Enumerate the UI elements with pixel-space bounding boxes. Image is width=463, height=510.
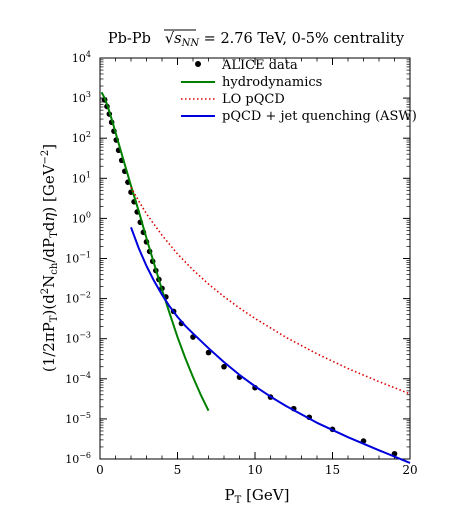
y-tick-label: 103: [72, 90, 91, 105]
y-tick-label: 10−4: [65, 371, 91, 386]
data-point: [205, 349, 212, 356]
legend-label-alice: ALICE data: [221, 58, 298, 73]
series-line-hydrodynamics: [100, 91, 210, 412]
series-layer: [100, 91, 411, 464]
y-tick-label: 10−3: [65, 331, 91, 346]
x-axis: 0 5 10 15 20: [96, 58, 418, 477]
legend-label-asw: pQCD + jet quenching (ASW): [222, 109, 417, 124]
legend-label-lo-pqcd: LO pQCD: [222, 92, 285, 107]
series-line-pqcd-jet-quenching-asw: [130, 226, 411, 464]
y-tick-label: 10−6: [65, 451, 91, 466]
legend-marker-alice: [195, 61, 201, 67]
x-tick-label: 20: [402, 463, 417, 477]
legend-label-hydro: hydrodynamics: [222, 75, 322, 90]
x-tick-label: 5: [174, 463, 182, 477]
y-axis: 10−6 10−5 10−4 10−3 10−2 10−1 100 101 102 103 104: [65, 50, 410, 466]
x-tick-label: 15: [325, 463, 340, 477]
x-tick-label: 10: [247, 463, 262, 477]
series-alice-data: [101, 97, 398, 457]
y-tick-label: 101: [72, 170, 91, 185]
legend: ALICE data hydrodynamics LO pQCD pQCD + …: [181, 58, 417, 124]
y-tick-label: 104: [72, 50, 91, 65]
y-tick-label: 102: [72, 130, 91, 145]
data-point: [221, 363, 227, 370]
chart-title: Pb-Pb √sNN = 2.76 TeV, 0-5% centrality: [108, 31, 405, 49]
y-tick-label: 100: [72, 210, 91, 225]
y-axis-label: (1/2πPT)(d2Nch/dPTdη) [GeV−2]: [40, 144, 60, 372]
y-tick-label: 10−2: [65, 291, 91, 306]
x-tick-label: 0: [96, 463, 104, 477]
x-axis-label: PT [GeV]: [225, 486, 290, 506]
series-line-lo-pqcd: [130, 186, 411, 395]
y-tick-label: 10−1: [65, 251, 91, 266]
y-tick-label: 10−5: [65, 411, 91, 426]
